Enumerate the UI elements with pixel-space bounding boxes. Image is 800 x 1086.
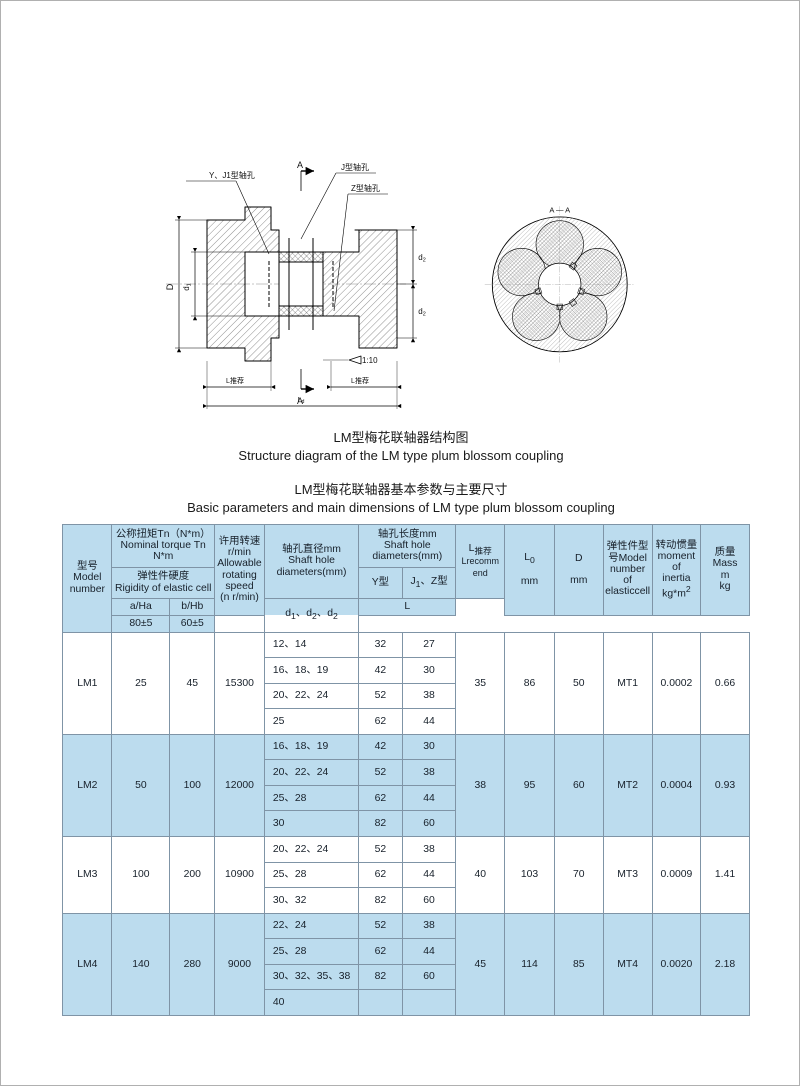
svg-text:Ld: Ld [298, 397, 305, 405]
svg-text:A: A [297, 160, 303, 170]
svg-text:Z型轴孔: Z型轴孔 [351, 183, 380, 193]
svg-text:D: D [165, 283, 175, 290]
svg-text:d2: d2 [418, 307, 426, 318]
svg-text:d1: d1 [182, 283, 193, 291]
svg-text:L推荐: L推荐 [226, 376, 244, 385]
svg-text:1:10: 1:10 [362, 356, 378, 365]
svg-text:A — A: A — A [549, 206, 570, 215]
svg-text:J型轴孔: J型轴孔 [341, 162, 369, 172]
svg-text:L推荐: L推荐 [351, 376, 369, 385]
svg-text:Y、J1型轴孔: Y、J1型轴孔 [209, 170, 255, 180]
svg-text:d2: d2 [418, 253, 426, 264]
